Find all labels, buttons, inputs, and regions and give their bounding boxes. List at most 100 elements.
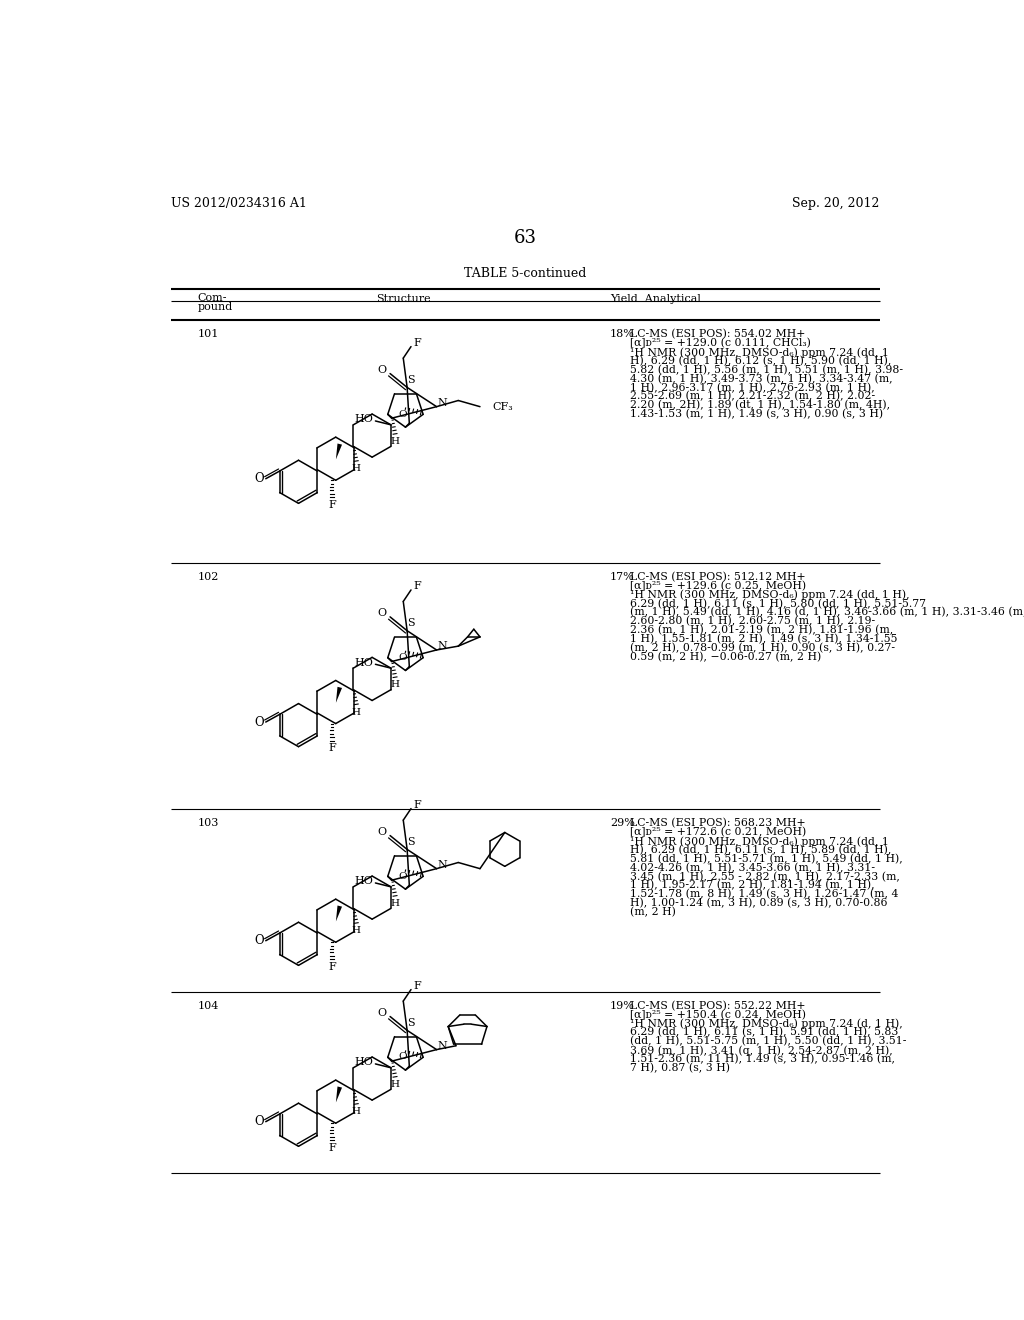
Text: H: H bbox=[351, 465, 360, 473]
Text: 2.60-2.80 (m, 1 H), 2.60-2.75 (m, 1 H), 2.19-: 2.60-2.80 (m, 1 H), 2.60-2.75 (m, 1 H), … bbox=[630, 616, 876, 627]
Text: LC-MS (ESI POS): 512.12 MH+: LC-MS (ESI POS): 512.12 MH+ bbox=[630, 572, 806, 582]
Text: LC-MS (ESI POS): 568.23 MH+: LC-MS (ESI POS): 568.23 MH+ bbox=[630, 818, 806, 829]
Text: [α]ᴅ²⁵ = +129.0 (c 0.111, CHCl₃): [α]ᴅ²⁵ = +129.0 (c 0.111, CHCl₃) bbox=[630, 338, 811, 348]
Text: US 2012/0234316 A1: US 2012/0234316 A1 bbox=[171, 197, 306, 210]
Text: 3.69 (m, 1 H), 3.41 (q, 1 H), 2.54-2.87 (m, 2 H),: 3.69 (m, 1 H), 3.41 (q, 1 H), 2.54-2.87 … bbox=[630, 1045, 893, 1056]
Text: 1.51-2.36 (m, 11 H), 1.49 (s, 3 H), 0.95-1.46 (m,: 1.51-2.36 (m, 11 H), 1.49 (s, 3 H), 0.95… bbox=[630, 1053, 895, 1064]
Text: ¹H NMR (300 MHz, DMSO-d₆) ppm 7.24 (dd, 1 H),: ¹H NMR (300 MHz, DMSO-d₆) ppm 7.24 (dd, … bbox=[630, 590, 910, 601]
Text: 1.43-1.53 (m, 1 H), 1.49 (s, 3 H), 0.90 (s, 3 H): 1.43-1.53 (m, 1 H), 1.49 (s, 3 H), 0.90 … bbox=[630, 409, 884, 420]
Text: 6.29 (dd, 1 H), 6.11 (s, 1 H), 5.91 (dd, 1 H), 5.83: 6.29 (dd, 1 H), 6.11 (s, 1 H), 5.91 (dd,… bbox=[630, 1027, 899, 1038]
Text: O: O bbox=[378, 1007, 387, 1018]
Text: F: F bbox=[414, 800, 421, 809]
Text: H), 6.29 (dd, 1 H), 6.11 (s, 1 H), 5.89 (dd, 1 H),: H), 6.29 (dd, 1 H), 6.11 (s, 1 H), 5.89 … bbox=[630, 845, 892, 855]
Text: [α]ᴅ²⁵ = +172.6 (c 0.21, MeOH): [α]ᴅ²⁵ = +172.6 (c 0.21, MeOH) bbox=[630, 828, 807, 837]
Text: (m, 2 H): (m, 2 H) bbox=[630, 907, 676, 917]
Text: 29%: 29% bbox=[610, 818, 635, 828]
Text: 2.20 (m, 2H), 1.89 (dt, 1 H), 1.54-1.80 (m, 4H),: 2.20 (m, 2H), 1.89 (dt, 1 H), 1.54-1.80 … bbox=[630, 400, 890, 411]
Text: O: O bbox=[378, 826, 387, 837]
Text: O: O bbox=[378, 609, 387, 618]
Text: S: S bbox=[408, 837, 415, 846]
Text: 103: 103 bbox=[198, 818, 219, 828]
Text: 0.59 (m, 2 H), −0.06-0.27 (m, 2 H): 0.59 (m, 2 H), −0.06-0.27 (m, 2 H) bbox=[630, 652, 821, 661]
Text: 1 H), 1.55-1.81 (m, 2 H), 1.49 (s, 3 H), 1.34-1.55: 1 H), 1.55-1.81 (m, 2 H), 1.49 (s, 3 H),… bbox=[630, 634, 898, 644]
Text: 5.81 (dd, 1 H), 5.51-5.71 (m, 1 H), 5.49 (dd, 1 H),: 5.81 (dd, 1 H), 5.51-5.71 (m, 1 H), 5.49… bbox=[630, 854, 903, 865]
Text: Com-: Com- bbox=[198, 293, 227, 304]
Text: CF₃: CF₃ bbox=[493, 401, 513, 412]
Text: [α]ᴅ²⁵ = +129.6 (c 0.25, MeOH): [α]ᴅ²⁵ = +129.6 (c 0.25, MeOH) bbox=[630, 581, 806, 591]
Text: F: F bbox=[328, 1143, 336, 1152]
Text: H: H bbox=[390, 899, 399, 908]
Text: (m, 2 H), 0.78-0.99 (m, 1 H), 0.90 (s, 3 H), 0.27-: (m, 2 H), 0.78-0.99 (m, 1 H), 0.90 (s, 3… bbox=[630, 643, 895, 653]
Polygon shape bbox=[336, 1086, 342, 1102]
Text: F: F bbox=[414, 338, 421, 347]
Text: 18%: 18% bbox=[610, 330, 635, 339]
Text: H: H bbox=[351, 1107, 360, 1117]
Text: H: H bbox=[390, 1080, 399, 1089]
Text: 4.02-4.26 (m, 1 H), 3.45-3.66 (m, 1 H), 3.31-: 4.02-4.26 (m, 1 H), 3.45-3.66 (m, 1 H), … bbox=[630, 862, 876, 873]
Text: Sep. 20, 2012: Sep. 20, 2012 bbox=[793, 197, 880, 210]
Text: S: S bbox=[408, 618, 415, 628]
Text: H: H bbox=[390, 437, 399, 446]
Text: 102: 102 bbox=[198, 572, 219, 582]
Text: O: O bbox=[255, 715, 264, 729]
Text: N: N bbox=[438, 397, 447, 408]
Text: 17%: 17% bbox=[610, 572, 635, 582]
Text: F: F bbox=[328, 743, 336, 754]
Text: 2.36 (m, 1 H), 2.01-2.19 (m, 2 H), 1.81-1.96 (m,: 2.36 (m, 1 H), 2.01-2.19 (m, 2 H), 1.81-… bbox=[630, 626, 894, 635]
Text: 2.55-2.69 (m, 1 H), 2.21-2.32 (m, 2 H), 2.02-: 2.55-2.69 (m, 1 H), 2.21-2.32 (m, 2 H), … bbox=[630, 391, 876, 401]
Text: S: S bbox=[408, 375, 415, 384]
Text: O: O bbox=[398, 409, 408, 418]
Text: F: F bbox=[328, 962, 336, 972]
Text: S: S bbox=[408, 1018, 415, 1028]
Text: O: O bbox=[255, 473, 264, 486]
Text: 19%: 19% bbox=[610, 1001, 635, 1011]
Text: O: O bbox=[398, 653, 408, 661]
Text: F: F bbox=[328, 500, 336, 510]
Text: TABLE 5-continued: TABLE 5-continued bbox=[464, 268, 586, 280]
Text: 63: 63 bbox=[513, 228, 537, 247]
Text: Structure: Structure bbox=[376, 293, 430, 304]
Text: LC-MS (ESI POS): 554.02 MH+: LC-MS (ESI POS): 554.02 MH+ bbox=[630, 330, 806, 339]
Text: (m, 1 H), 5.49 (dd, 1 H), 4.16 (d, 1 H), 3.46-3.66 (m, 1 H), 3.31-3.46 (m, 1 H),: (m, 1 H), 5.49 (dd, 1 H), 4.16 (d, 1 H),… bbox=[630, 607, 1024, 618]
Text: 4.30 (m, 1 H), 3.49-3.73 (m, 1 H), 3.34-3.47 (m,: 4.30 (m, 1 H), 3.49-3.73 (m, 1 H), 3.34-… bbox=[630, 374, 893, 384]
Text: HO: HO bbox=[354, 1057, 373, 1068]
Text: F: F bbox=[414, 981, 421, 991]
Text: (dd, 1 H), 5.51-5.75 (m, 1 H), 5.50 (dd, 1 H), 3.51-: (dd, 1 H), 5.51-5.75 (m, 1 H), 5.50 (dd,… bbox=[630, 1036, 906, 1047]
Text: HO: HO bbox=[354, 414, 373, 425]
Text: N: N bbox=[438, 1040, 447, 1051]
Text: N: N bbox=[438, 642, 447, 651]
Text: ¹H NMR (300 MHz, DMSO-d₆) ppm 7.24 (dd, 1: ¹H NMR (300 MHz, DMSO-d₆) ppm 7.24 (dd, … bbox=[630, 347, 889, 358]
Text: O: O bbox=[378, 364, 387, 375]
Text: 3.45 (m, 1 H), 2.55 - 2.82 (m, 1 H), 2.17-2.33 (m,: 3.45 (m, 1 H), 2.55 - 2.82 (m, 1 H), 2.1… bbox=[630, 871, 900, 882]
Text: 5.82 (dd, 1 H), 5.56 (m, 1 H), 5.51 (m, 1 H), 3.98-: 5.82 (dd, 1 H), 5.56 (m, 1 H), 5.51 (m, … bbox=[630, 364, 903, 375]
Text: H: H bbox=[351, 708, 360, 717]
Text: HO: HO bbox=[354, 657, 373, 668]
Text: O: O bbox=[255, 1115, 264, 1129]
Polygon shape bbox=[336, 906, 342, 921]
Text: F: F bbox=[414, 581, 421, 591]
Text: HO: HO bbox=[354, 876, 373, 887]
Text: H), 1.00-1.24 (m, 3 H), 0.89 (s, 3 H), 0.70-0.86: H), 1.00-1.24 (m, 3 H), 0.89 (s, 3 H), 0… bbox=[630, 898, 888, 908]
Text: 1 H), 1.95-2.17 (m, 2 H), 1.81-1.94 (m, 1 H),: 1 H), 1.95-2.17 (m, 2 H), 1.81-1.94 (m, … bbox=[630, 880, 874, 891]
Text: [α]ᴅ²⁵ = +150.4 (c 0.24, MeOH): [α]ᴅ²⁵ = +150.4 (c 0.24, MeOH) bbox=[630, 1010, 806, 1020]
Text: LC-MS (ESI POS): 552.22 MH+: LC-MS (ESI POS): 552.22 MH+ bbox=[630, 1001, 806, 1011]
Text: 104: 104 bbox=[198, 1001, 219, 1011]
Text: N: N bbox=[438, 859, 447, 870]
Polygon shape bbox=[336, 444, 342, 459]
Text: H: H bbox=[390, 680, 399, 689]
Text: pound: pound bbox=[198, 302, 233, 313]
Text: 7 H), 0.87 (s, 3 H): 7 H), 0.87 (s, 3 H) bbox=[630, 1063, 730, 1073]
Text: O: O bbox=[398, 1052, 408, 1061]
Text: O: O bbox=[398, 871, 408, 880]
Polygon shape bbox=[336, 686, 342, 702]
Text: 6.29 (dd, 1 H), 6.11 (s, 1 H), 5.80 (dd, 1 H), 5.51-5.77: 6.29 (dd, 1 H), 6.11 (s, 1 H), 5.80 (dd,… bbox=[630, 598, 926, 609]
Text: Yield  Analytical: Yield Analytical bbox=[610, 293, 700, 304]
Text: ¹H NMR (300 MHz, DMSO-d₆) ppm 7.24 (dd, 1: ¹H NMR (300 MHz, DMSO-d₆) ppm 7.24 (dd, … bbox=[630, 836, 889, 846]
Text: 1.52-1.78 (m, 8 H), 1.49 (s, 3 H), 1.26-1.47 (m, 4: 1.52-1.78 (m, 8 H), 1.49 (s, 3 H), 1.26-… bbox=[630, 890, 899, 899]
Text: O: O bbox=[255, 935, 264, 948]
Text: ¹H NMR (300 MHz, DMSO-d₆) ppm 7.24 (d, 1 H),: ¹H NMR (300 MHz, DMSO-d₆) ppm 7.24 (d, 1… bbox=[630, 1019, 903, 1030]
Text: H: H bbox=[351, 927, 360, 935]
Text: 1 H), 2.96-3.17 (m, 1 H), 2.76-2.93 (m, 1 H),: 1 H), 2.96-3.17 (m, 1 H), 2.76-2.93 (m, … bbox=[630, 383, 874, 393]
Text: H), 6.29 (dd, 1 H), 6.12 (s, 1 H), 5.90 (dd, 1 H),: H), 6.29 (dd, 1 H), 6.12 (s, 1 H), 5.90 … bbox=[630, 356, 892, 366]
Text: 101: 101 bbox=[198, 330, 219, 339]
